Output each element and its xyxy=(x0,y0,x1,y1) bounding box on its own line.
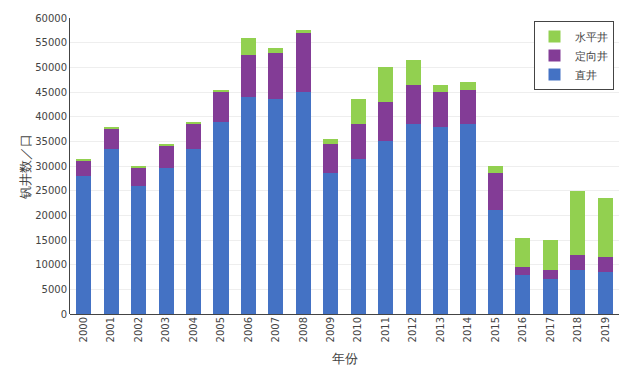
svg-text:45000: 45000 xyxy=(35,87,67,98)
svg-text:2015: 2015 xyxy=(490,317,501,342)
svg-text:定向井: 定向井 xyxy=(575,50,608,63)
svg-text:2004: 2004 xyxy=(188,317,199,342)
svg-text:25000: 25000 xyxy=(35,185,67,196)
svg-text:2012: 2012 xyxy=(407,317,418,342)
svg-text:2017: 2017 xyxy=(545,317,556,342)
svg-text:2002: 2002 xyxy=(133,317,144,342)
svg-text:55000: 55000 xyxy=(35,37,67,48)
svg-text:5000: 5000 xyxy=(42,284,67,295)
svg-text:20000: 20000 xyxy=(35,210,67,221)
svg-text:2006: 2006 xyxy=(243,317,254,342)
svg-text:0: 0 xyxy=(61,309,67,320)
svg-text:30000: 30000 xyxy=(35,161,67,172)
svg-text:40000: 40000 xyxy=(35,111,67,122)
svg-text:水平井: 水平井 xyxy=(575,31,608,44)
svg-text:2011: 2011 xyxy=(380,317,391,342)
svg-text:50000: 50000 xyxy=(35,62,67,73)
svg-text:2016: 2016 xyxy=(517,317,528,342)
svg-text:2001: 2001 xyxy=(105,317,116,342)
svg-text:2019: 2019 xyxy=(600,317,611,342)
svg-text:15000: 15000 xyxy=(35,235,67,246)
svg-text:35000: 35000 xyxy=(35,136,67,147)
svg-text:2005: 2005 xyxy=(215,317,226,342)
svg-text:2000: 2000 xyxy=(78,317,89,342)
svg-text:2003: 2003 xyxy=(160,317,171,342)
svg-text:2013: 2013 xyxy=(435,317,446,342)
svg-text:2010: 2010 xyxy=(352,317,363,342)
svg-text:钒井数／口: 钒井数／口 xyxy=(18,134,33,200)
svg-text:直井: 直井 xyxy=(575,69,597,82)
svg-text:年份: 年份 xyxy=(332,351,358,366)
svg-text:2018: 2018 xyxy=(572,317,583,342)
svg-text:2008: 2008 xyxy=(298,317,309,342)
svg-text:2014: 2014 xyxy=(462,317,473,342)
svg-text:2009: 2009 xyxy=(325,317,336,342)
svg-text:10000: 10000 xyxy=(35,259,67,270)
svg-text:60000: 60000 xyxy=(35,13,67,24)
svg-text:2007: 2007 xyxy=(270,317,281,342)
